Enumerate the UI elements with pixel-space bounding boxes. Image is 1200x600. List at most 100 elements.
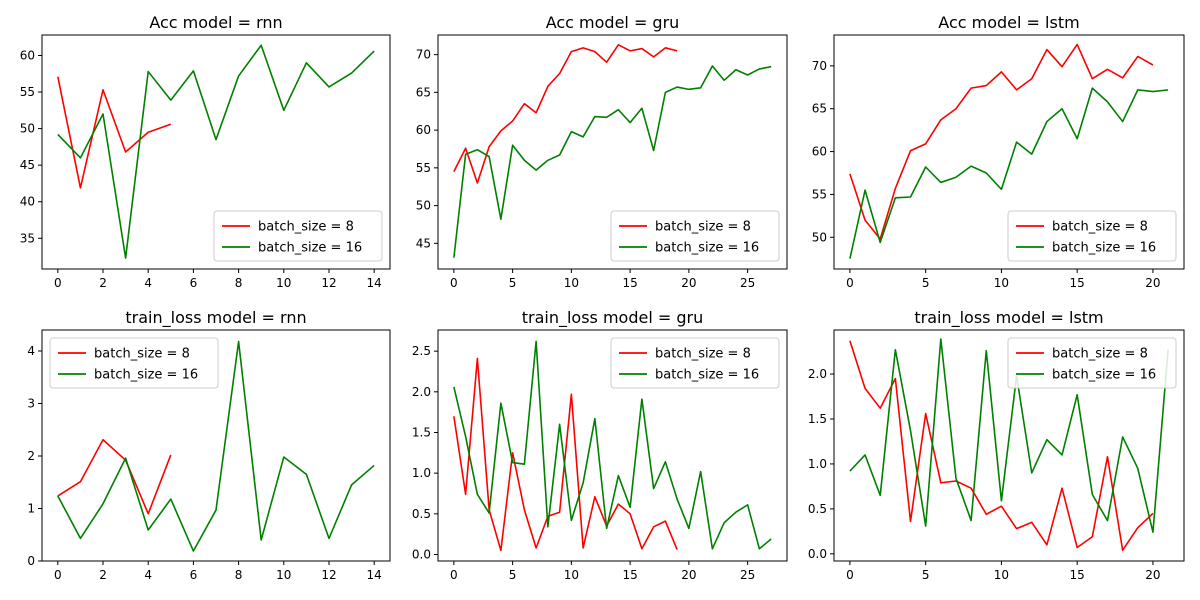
x-tick-label: 2 [99,276,107,290]
legend: batch_size = 8 batch_size = 16 [610,337,780,389]
y-tick-label: 60 [20,48,35,62]
y-tick-label: 60 [812,145,827,159]
series-line-batch-8 [57,76,172,189]
x-tick-label: 5 [922,276,930,290]
chart-title: Acc model = gru [546,13,680,32]
y-tick-label: 1.0 [412,466,431,480]
chart-panel-5: train_loss model = gru 0 5 10 15 20 25 0.0 0.5 1.… [412,308,788,582]
legend-label: batch_size = 16 [1052,241,1156,256]
legend: batch_size = 8 batch_size = 16 [49,337,219,389]
y-tick-label: 45 [20,158,35,172]
y-tick-label: 4 [27,344,35,358]
y-tick-label: 55 [416,161,431,175]
x-tick-label: 15 [1070,568,1085,582]
x-tick-label: 12 [321,568,336,582]
y-tick-label: 65 [812,102,827,116]
y-tick-label: 65 [416,85,431,99]
series-line-batch-16 [453,65,772,258]
y-tick-label: 2 [27,449,35,463]
x-tick-label: 0 [450,276,458,290]
x-tick-label: 14 [367,276,382,290]
axes-frame [833,329,1185,562]
y-tick-label: 55 [812,187,827,201]
x-tick-label: 15 [622,276,637,290]
x-tick-label: 10 [564,568,579,582]
x-tick-label: 15 [1070,276,1085,290]
x-tick-label: 12 [321,276,336,290]
legend: batch_size = 8 batch_size = 16 [1007,210,1177,262]
x-tick-label: 25 [740,568,755,582]
x-tick-label: 20 [1145,568,1160,582]
x-tick-label: 0 [54,568,62,582]
legend-box [213,210,383,262]
series-line-batch-16 [453,340,772,550]
axes-frame [833,34,1185,270]
chart-title: train_loss model = lstm [914,308,1103,328]
axes-frame [437,34,788,270]
legend: batch_size = 8 batch_size = 16 [213,210,383,262]
legend-box [1007,210,1177,262]
axes-frame [41,34,391,270]
series-line-batch-8 [453,44,678,184]
chart-title: train_loss model = gru [522,308,704,328]
x-tick-label: 0 [54,276,62,290]
x-tick-label: 8 [235,568,243,582]
x-tick-label: 4 [144,568,152,582]
x-tick-label: 10 [276,568,291,582]
x-tick-label: 5 [509,276,517,290]
legend-label: batch_size = 16 [655,368,759,383]
legend-box [610,210,780,262]
y-tick-label: 50 [416,199,431,213]
legend-label: batch_size = 8 [1052,347,1148,362]
y-tick-label: 70 [416,48,431,62]
x-tick-label: 10 [564,276,579,290]
series-line-batch-8 [849,340,1154,552]
legend: batch_size = 8 batch_size = 16 [1007,337,1177,389]
series-line-batch-16 [57,340,375,552]
legend-label: batch_size = 8 [94,347,190,362]
chart-panel-6: train_loss model = lstm 0 5 10 15 20 0.0 0.5 1.0… [808,308,1185,582]
x-tick-label: 10 [994,568,1009,582]
y-tick-label: 55 [20,85,35,99]
y-tick-label: 0.0 [808,547,827,561]
y-tick-label: 50 [20,122,35,136]
x-tick-label: 10 [994,276,1009,290]
chart-title: Acc model = rnn [149,13,282,32]
y-tick-label: 70 [812,59,827,73]
legend: batch_size = 8 batch_size = 16 [610,210,780,262]
y-tick-label: 60 [416,123,431,137]
y-tick-label: 1 [27,502,35,516]
x-tick-label: 20 [681,276,696,290]
x-tick-label: 0 [450,568,458,582]
x-tick-label: 4 [144,276,152,290]
legend-label: batch_size = 16 [258,241,362,256]
series-line-batch-8 [849,43,1154,240]
y-tick-label: 1.0 [808,457,827,471]
series-line-batch-16 [849,338,1169,534]
chart-title: train_loss model = rnn [125,308,306,328]
x-tick-label: 6 [190,568,198,582]
x-tick-label: 0 [846,568,854,582]
legend-label: batch_size = 8 [655,347,751,362]
y-tick-label: 40 [20,195,35,209]
y-tick-label: 1.5 [412,425,431,439]
legend-box [1007,337,1177,389]
legend-label: batch_size = 8 [655,220,751,235]
y-tick-label: 2.0 [808,367,827,381]
y-tick-label: 3 [27,397,35,411]
series-line-batch-16 [57,44,375,259]
y-tick-label: 0.5 [808,502,827,516]
axes-frame [41,329,391,562]
chart-title: Acc model = lstm [938,13,1079,32]
y-tick-label: 45 [416,236,431,250]
y-tick-label: 1.5 [808,412,827,426]
legend-label: batch_size = 16 [94,368,198,383]
x-tick-label: 5 [922,568,930,582]
x-tick-label: 10 [276,276,291,290]
y-tick-label: 50 [812,230,827,244]
x-tick-label: 0 [846,276,854,290]
x-tick-label: 25 [740,276,755,290]
chart-panel-1: Acc model = rnn 0 2 4 6 8 10 12 14 35 40 45 50 55 60 ba… [20,13,391,290]
